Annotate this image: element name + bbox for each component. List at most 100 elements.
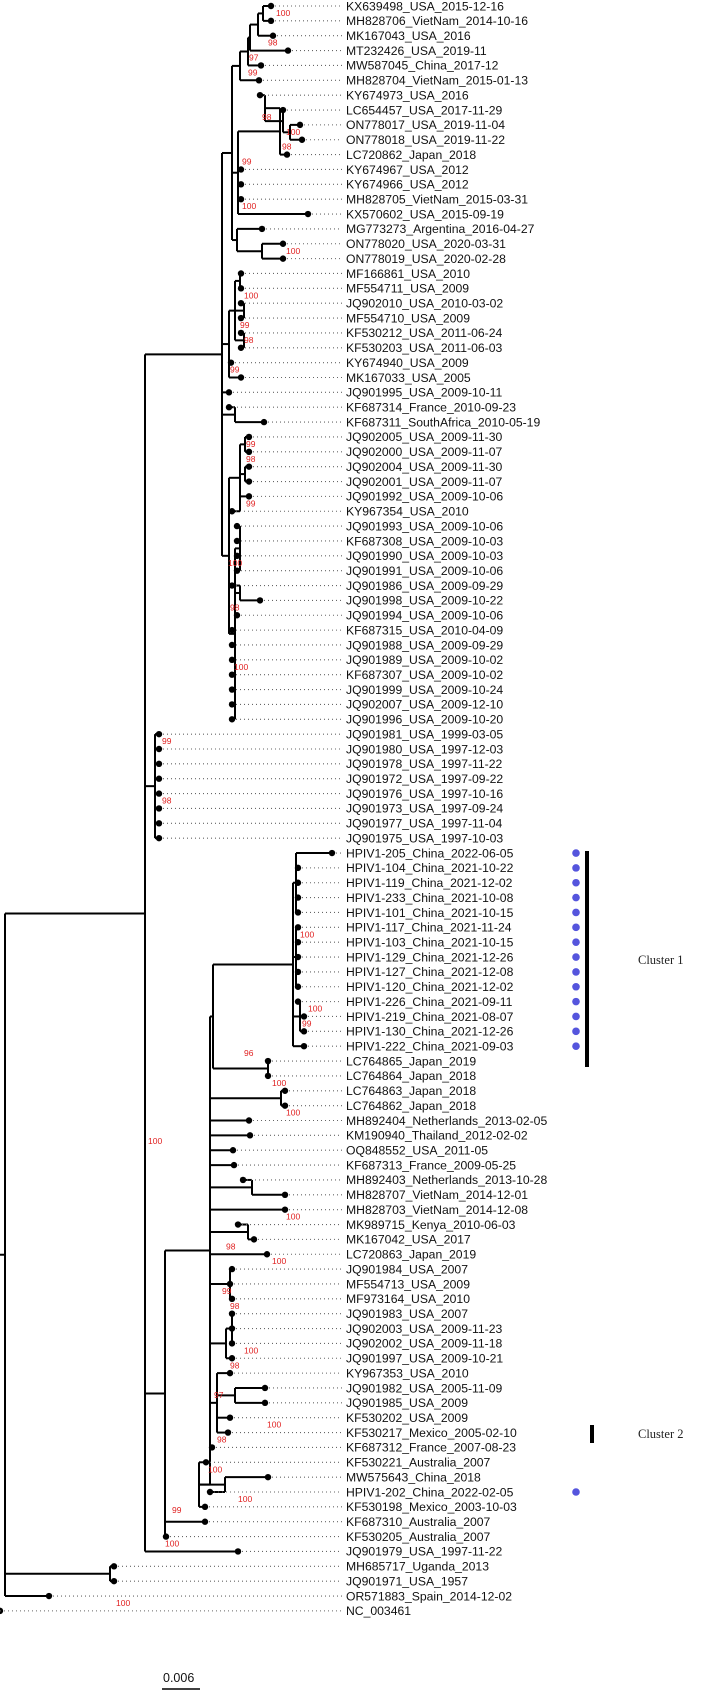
bootstrap-value: 98	[262, 112, 272, 122]
tip-label: HPIV1-130_China_2021-12-26	[346, 1025, 514, 1039]
tip-node	[234, 1221, 242, 1228]
tip-label: JQ901986_USA_2009-09-29	[346, 579, 503, 593]
tip-node	[237, 300, 245, 307]
tip-label: MK167042_USA_2017	[346, 1233, 471, 1247]
tip-node	[228, 1265, 236, 1273]
tip-label: NC_003461	[346, 1604, 411, 1618]
tip-node	[224, 1429, 232, 1436]
tip-node	[294, 998, 302, 1005]
tip-label: JQ902000_USA_2009-11-07	[346, 445, 503, 459]
tip-label: HPIV1-129_China_2021-12-26	[346, 950, 514, 964]
cluster-marker-dot	[572, 864, 580, 872]
tip-node	[245, 448, 253, 455]
bootstrap-value: 98	[230, 1360, 240, 1370]
tip-node	[267, 2, 275, 10]
tip-node	[300, 1028, 308, 1035]
tip-label: JQ902007_USA_2009-12-10	[346, 698, 503, 712]
tip-node	[226, 1414, 234, 1421]
tip-label: MF554713_USA_2009	[346, 1277, 470, 1291]
tip-node	[201, 1503, 209, 1511]
bootstrap-value: 99	[240, 320, 250, 330]
bootstrap-value: 98	[162, 796, 172, 806]
tip-node	[233, 567, 241, 574]
tip-node	[260, 418, 268, 426]
tip-label: KX570602_USA_2015-09-19	[346, 207, 504, 221]
tip-label: KF530221_Australia_2007	[346, 1456, 491, 1470]
tip-label: ON778019_USA_2020-02-28	[346, 252, 506, 266]
tip-label: MH828706_VietNam_2014-10-16	[346, 14, 528, 28]
tip-node	[228, 656, 236, 664]
cluster-marker-dot	[572, 893, 580, 902]
tip-label: MT232426_USA_2019-11	[346, 44, 487, 58]
tip-node	[226, 1280, 234, 1288]
tip-node	[279, 255, 287, 262]
tip-label: OQ848552_USA_2011-05	[346, 1144, 488, 1158]
bootstrap-value: 100	[242, 201, 256, 211]
tip-label: JQ902003_USA_2009-11-23	[346, 1322, 503, 1336]
bootstrap-value: 99	[246, 439, 256, 449]
bootstrap-value: 98	[230, 602, 240, 612]
tip-label: KY674973_USA_2016	[346, 88, 469, 102]
tip-node	[300, 1013, 308, 1020]
tip-label: JQ901988_USA_2009-09-29	[346, 638, 503, 652]
scale-bar-label: 0.006	[163, 1671, 194, 1685]
tip-label: JQ901997_USA_2009-10-21	[346, 1352, 503, 1366]
tip-label: JQ901992_USA_2009-10-06	[346, 490, 503, 504]
tip-label: JQ901971_USA_1957	[346, 1574, 468, 1588]
tip-node	[228, 626, 236, 634]
tip-node	[246, 1132, 254, 1139]
tip-node	[237, 314, 245, 322]
tip-label: KY967353_USA_2010	[346, 1366, 469, 1380]
tip-node	[234, 1548, 242, 1555]
tip-label: MH828703_VietNam_2014-12-08	[346, 1203, 528, 1217]
tip-node	[294, 864, 302, 872]
tip-label: KF530217_Mexico_2005-02-10	[346, 1426, 517, 1440]
tip-node	[263, 1251, 271, 1258]
tip-node	[239, 1176, 247, 1184]
tip-label: JQ901973_USA_1997-09-24	[346, 802, 503, 816]
bootstrap-values: 100 98 97 99 98 100 98 99 100 100 100 99 98 99 99 98 99 1…	[116, 8, 322, 1608]
tip-label: JQ901991_USA_2009-10-06	[346, 564, 503, 578]
tip-node	[233, 522, 241, 530]
tip-node	[45, 1592, 53, 1600]
tip-label: JQ901977_USA_1997-11-04	[346, 817, 503, 831]
tip-label: HPIV1-202_China_2022-02-05	[346, 1485, 514, 1499]
bootstrap-value: 100	[165, 1539, 179, 1549]
tip-node	[228, 1355, 236, 1362]
cluster-marker-dot	[572, 1042, 580, 1050]
tip-label: JQ901996_USA_2009-10-20	[346, 713, 503, 727]
tip-label: JQ902004_USA_2009-11-30	[346, 460, 503, 474]
tip-node	[155, 834, 163, 842]
bootstrap-value: 98	[246, 454, 256, 464]
cluster-marker-dot	[572, 849, 580, 857]
tip-label: HPIV1-103_China_2021-10-15	[346, 935, 514, 949]
bootstrap-value: 100	[267, 1420, 281, 1430]
tip-label: KF530203_USA_2011-06-03	[346, 341, 503, 355]
tip-node	[237, 329, 245, 337]
bootstrap-value: 99	[242, 157, 252, 167]
bootstrap-value: 99	[230, 365, 240, 375]
tip-label: MH685717_Uganda_2013	[346, 1560, 489, 1574]
tip-label: MF554711_USA_2009	[346, 282, 469, 296]
tip-node	[296, 121, 304, 129]
tip-label: MH828704_VietNam_2015-01-13	[346, 74, 528, 88]
tip-label: KF687315_USA_2010-04-09	[346, 623, 503, 637]
tip-node	[237, 374, 245, 381]
tip-node	[328, 849, 336, 857]
tip-node	[261, 1384, 269, 1392]
bootstrap-value: 100	[238, 1494, 252, 1504]
tip-label: MH892404_Netherlands_2013-02-05	[346, 1114, 547, 1128]
tip-node	[264, 1057, 272, 1065]
tip-label: MW575643_China_2018	[346, 1470, 481, 1484]
tip-node	[281, 1087, 289, 1094]
cluster-marker-dot	[572, 908, 580, 917]
tip-node	[228, 716, 236, 723]
cluster-marker-dot	[572, 878, 580, 887]
tip-label: KX639498_USA_2015-12-16	[346, 0, 504, 13]
tip-node	[294, 894, 302, 901]
tip-node	[237, 181, 245, 188]
bootstrap-value: 100	[308, 1004, 322, 1014]
bootstrap-value: 99	[302, 1018, 312, 1028]
tip-node	[155, 745, 163, 753]
tip-label: KF530198_Mexico_2003-10-03	[346, 1500, 517, 1514]
